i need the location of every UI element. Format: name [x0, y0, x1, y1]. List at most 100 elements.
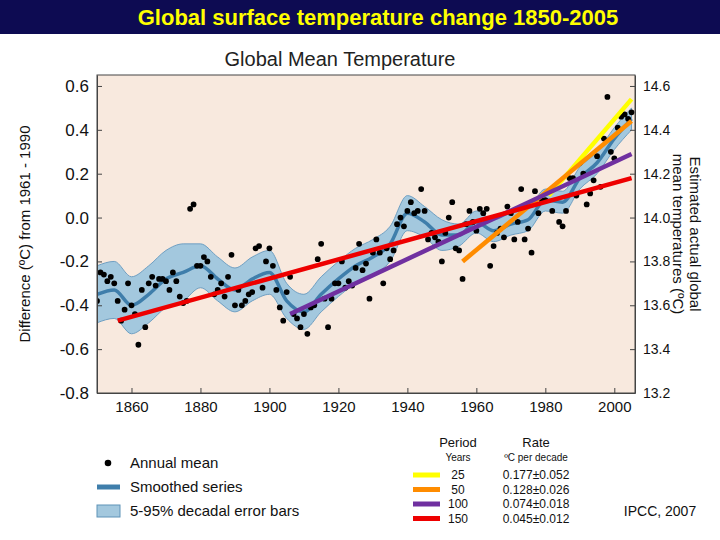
annual-point [560, 223, 566, 229]
table-period: 50 [451, 483, 465, 497]
annual-point [298, 324, 304, 330]
x-axis-tick: 1880 [184, 388, 217, 415]
annual-point [367, 296, 373, 302]
table-subheader: ºC per decade [504, 452, 568, 463]
annual-point [418, 186, 424, 192]
x-axis-tick-mark [269, 388, 270, 393]
annual-point [139, 287, 145, 293]
y-axis-tick-mark [97, 130, 102, 131]
chart-title: Global Mean Temperature [225, 48, 456, 70]
annual-point [398, 215, 404, 221]
annual-point [505, 204, 511, 210]
annual-point [449, 199, 455, 205]
annual-point [129, 302, 135, 308]
x-axis-tick: 1940 [391, 388, 424, 415]
annual-point [529, 250, 535, 256]
y-axis-tick-mark [97, 261, 102, 262]
annual-point [353, 265, 359, 271]
annual-point [146, 280, 152, 286]
x-axis-tick-mark [131, 388, 132, 393]
annual-point [242, 298, 248, 304]
table-rate: 0.177±0.052 [503, 468, 570, 482]
table-rate: 0.045±0.012 [503, 512, 570, 526]
plot-frame [97, 75, 635, 393]
table-rate: 0.074±0.018 [503, 497, 570, 511]
annual-point [280, 318, 286, 324]
y-axis-tick: -0.6 [60, 340, 102, 359]
y-axis-tick-label: 0.2 [65, 165, 89, 184]
annual-point [405, 208, 411, 214]
y-axis-tick-label: 0.0 [65, 208, 89, 227]
plot-area [97, 94, 634, 348]
smoothed-line [97, 119, 632, 312]
y2-axis-title-line: mean temperatures (ºC) [670, 154, 687, 315]
y2-axis: 13.213.413.613.814.014.214.414.6 [630, 76, 670, 401]
legend-marker [97, 485, 120, 490]
x-axis: 18601880190019201940196019802000 [98, 388, 636, 415]
annual-point [229, 252, 235, 258]
annual-point [208, 274, 214, 280]
x-axis-tick-mark [338, 388, 339, 393]
annual-point [273, 287, 279, 293]
y2-axis-tick-mark [630, 261, 635, 262]
table-period: 25 [451, 468, 465, 482]
annual-point [608, 149, 614, 155]
annual-point [277, 305, 283, 311]
x-axis-tick: 1860 [115, 388, 148, 415]
annual-point [415, 208, 421, 214]
x-axis-tick-label: 2000 [598, 398, 631, 415]
x-axis-tick-label: 1980 [529, 398, 562, 415]
y2-axis-tick-label: 13.8 [643, 253, 670, 269]
annual-point [315, 256, 321, 262]
annual-point [484, 206, 490, 212]
y-axis-tick-mark [97, 305, 102, 306]
annual-point [501, 234, 507, 240]
y-axis-tick: -0.4 [60, 296, 102, 315]
annual-point [408, 199, 414, 205]
y2-axis-tick-mark [630, 174, 635, 175]
annual-point [111, 280, 117, 286]
table-swatch [413, 487, 440, 492]
y2-axis-tick-mark [630, 218, 635, 219]
x-axis-tick: 1960 [460, 388, 493, 415]
annual-point [532, 188, 538, 194]
annual-point [222, 294, 228, 300]
y2-axis-tick: 14.0 [630, 210, 670, 226]
annual-point [284, 289, 290, 295]
y2-axis-tick: 13.2 [630, 385, 670, 401]
y-axis: -0.8-0.6-0.4-0.20.00.20.40.6 [60, 76, 102, 403]
annual-point [373, 237, 379, 243]
x-axis-tick-label: 1940 [391, 398, 424, 415]
trend-table: PeriodYearsRateºC per decade250.177±0.05… [413, 435, 570, 526]
y2-axis-title: Estimated actual globalmean temperatures… [670, 154, 704, 315]
annual-point [177, 294, 183, 300]
legend-marker [97, 505, 120, 517]
table-period: 150 [448, 512, 468, 526]
y-axis-tick-label: -0.2 [60, 252, 89, 271]
error-band [97, 108, 632, 334]
x-axis-tick-mark [545, 388, 546, 393]
table-subheader: Years [445, 452, 470, 463]
annual-point [446, 215, 452, 221]
annual-point [218, 280, 224, 286]
annual-point [584, 202, 590, 208]
annual-point [108, 274, 114, 280]
chart-canvas: Global surface temperature change 1850-2… [0, 0, 720, 540]
annual-point [256, 243, 262, 249]
legend-label: 5-95% decadal error bars [130, 502, 299, 519]
y2-axis-tick-label: 13.4 [643, 341, 670, 357]
annual-point [360, 267, 366, 273]
y2-axis-tick-mark [630, 86, 635, 87]
annual-point [380, 280, 386, 286]
annual-point [518, 186, 524, 192]
y-axis-tick-label: -0.6 [60, 340, 89, 359]
annual-point [191, 202, 197, 208]
annual-point [511, 237, 517, 243]
y2-axis-tick-label: 13.2 [643, 385, 670, 401]
annual-point [304, 331, 310, 337]
x-axis-tick-mark [407, 388, 408, 393]
table-period: 100 [448, 497, 468, 511]
y-axis-tick-mark [97, 174, 102, 175]
annual-point [467, 208, 473, 214]
table-header: Period [439, 435, 477, 450]
